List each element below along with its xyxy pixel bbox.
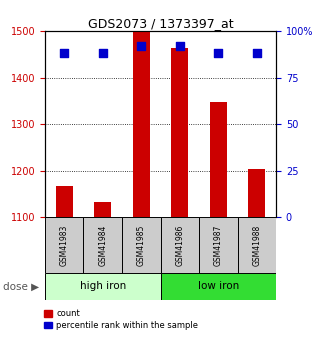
Bar xyxy=(199,217,238,273)
Text: GSM41985: GSM41985 xyxy=(137,224,146,266)
Text: GSM41986: GSM41986 xyxy=(175,224,184,266)
Text: dose ▶: dose ▶ xyxy=(3,282,39,291)
Bar xyxy=(45,273,160,300)
Bar xyxy=(133,31,150,217)
Point xyxy=(139,43,144,49)
Text: GSM41988: GSM41988 xyxy=(252,224,261,266)
Bar xyxy=(160,273,276,300)
Bar xyxy=(171,48,188,217)
Text: GSM41984: GSM41984 xyxy=(98,224,107,266)
Bar xyxy=(210,102,227,217)
Bar xyxy=(83,217,122,273)
Bar xyxy=(238,217,276,273)
Text: low iron: low iron xyxy=(198,282,239,291)
Text: high iron: high iron xyxy=(80,282,126,291)
Point xyxy=(216,51,221,56)
Text: GSM41983: GSM41983 xyxy=(60,224,69,266)
Point xyxy=(100,51,105,56)
Text: GSM41987: GSM41987 xyxy=(214,224,223,266)
Bar xyxy=(94,202,111,217)
Point xyxy=(254,51,259,56)
Point xyxy=(177,43,182,49)
Bar xyxy=(56,186,73,217)
Bar xyxy=(248,169,265,217)
Bar xyxy=(160,217,199,273)
Legend: count, percentile rank within the sample: count, percentile rank within the sample xyxy=(43,308,200,332)
Title: GDS2073 / 1373397_at: GDS2073 / 1373397_at xyxy=(88,17,233,30)
Bar xyxy=(45,217,83,273)
Point xyxy=(62,51,67,56)
Bar xyxy=(122,217,160,273)
